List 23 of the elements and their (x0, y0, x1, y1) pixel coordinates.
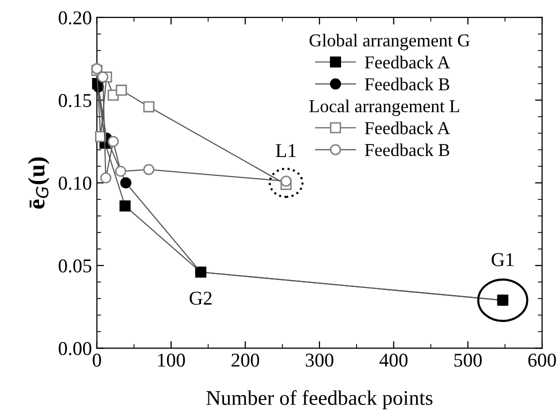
y-tick-label: 0.00 (58, 342, 92, 356)
annotation: Local arrangement L (309, 100, 460, 116)
legend-label: Feedback A (364, 122, 450, 134)
x-tick-label: 200 (232, 354, 260, 367)
annotation: Global arrangement G (310, 34, 470, 50)
annotation: G2 (190, 292, 212, 305)
x-tick-label: 600 (528, 354, 556, 367)
x-tick-label: 500 (454, 354, 482, 367)
annotation: G1 (492, 253, 514, 266)
legend-label: Feedback B (364, 78, 450, 90)
y-tick-label: 0.20 (58, 11, 92, 24)
y-axis-title: ē$_{G}$(u) (28, 157, 50, 209)
y-tick-label: 0.15 (58, 94, 92, 108)
legend-label: Feedback B (364, 143, 450, 156)
x-tick-label: 400 (379, 354, 408, 367)
x-axis-title: Number of feedback points (206, 390, 432, 410)
x-tick-label: 0 (92, 354, 101, 367)
legend-label: Feedback A (364, 56, 450, 68)
y-tick-label: 0.05 (58, 259, 92, 273)
x-tick-label: 100 (158, 354, 185, 367)
annotation: L1 (276, 144, 296, 157)
y-tick-label: 0.10 (58, 176, 92, 190)
x-tick-label: 300 (306, 354, 334, 367)
